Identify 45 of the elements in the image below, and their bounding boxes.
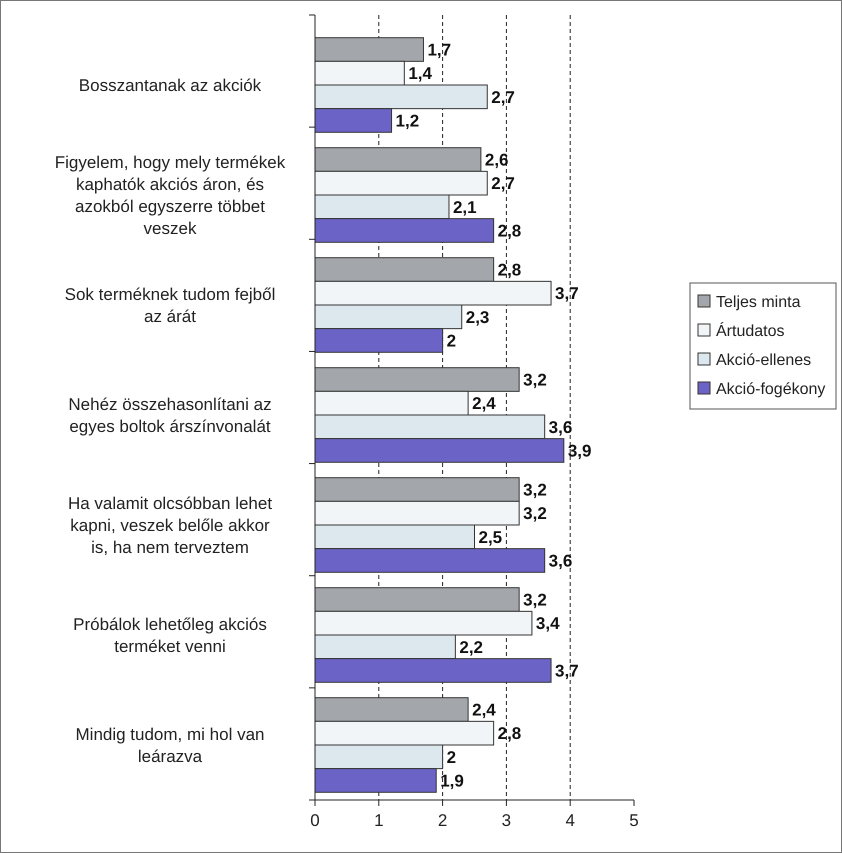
legend-label: Akció-fogékony xyxy=(716,381,826,398)
data-label: 1,9 xyxy=(440,771,464,790)
y-tick-label: Nehéz összehasonlítani az egyes boltok árszínvonalát xyxy=(68,395,272,436)
data-label: 1,7 xyxy=(427,40,452,60)
x-tick-label: 0 xyxy=(310,811,320,830)
data-label: 2,4 xyxy=(472,700,496,720)
data-label: 2,5 xyxy=(478,528,502,547)
x-tick-label: 2 xyxy=(438,811,448,830)
data-label: 2,8 xyxy=(498,724,522,744)
y-tick-label: Figyelem, hogy mely termékek kaphatók akciós áron, és azokból egyszerre többet veszek xyxy=(54,153,286,238)
x-tick-label: 1 xyxy=(374,811,384,830)
data-label: 2,8 xyxy=(498,260,522,280)
data-label: 2 xyxy=(446,331,456,350)
data-label: 3,4 xyxy=(536,614,560,634)
data-label: 2,3 xyxy=(466,308,490,327)
x-tick-label: 4 xyxy=(565,811,575,830)
data-label: 3,6 xyxy=(548,551,572,570)
data-label: 2 xyxy=(446,748,456,767)
y-tick-label: Mindig tudom, mi hol van leárazva xyxy=(76,725,264,766)
data-label: 2,8 xyxy=(498,221,522,240)
y-tick-label: Ha valamit olcsóbban lehet kapni, veszek belőle akkor is, ha nem terveztem xyxy=(68,494,272,557)
data-label: 1,4 xyxy=(408,64,432,84)
data-label: 2,6 xyxy=(484,150,509,170)
data-label: 2,7 xyxy=(491,174,515,194)
data-label: 3,2 xyxy=(523,590,547,610)
data-label: 3,2 xyxy=(523,480,547,500)
legend-label: Ártudatos xyxy=(716,322,784,340)
data-label: 3,6 xyxy=(548,418,572,437)
data-label: 3,9 xyxy=(568,441,592,460)
y-tick-label: Próbálok lehetőleg akciós terméket venni xyxy=(73,615,267,656)
y-tick-label: Bosszantanak az akciók xyxy=(78,76,262,95)
data-label: 3,7 xyxy=(555,661,579,680)
x-tick-label: 5 xyxy=(629,811,639,830)
data-label: 2,7 xyxy=(491,88,515,107)
legend-label: Akció-ellenes xyxy=(716,352,812,369)
data-label: 3,2 xyxy=(523,504,547,524)
data-label: 2,2 xyxy=(459,638,483,657)
y-tick-label: Sok terméknek tudom fejből az árát xyxy=(64,285,276,326)
x-tick-label: 3 xyxy=(502,811,512,830)
data-label: 3,2 xyxy=(523,370,547,390)
legend-label: Teljes minta xyxy=(716,294,801,311)
data-label: 1,2 xyxy=(396,111,420,130)
data-label: 2,1 xyxy=(452,198,477,217)
data-label: 3,7 xyxy=(555,284,579,304)
data-label: 2,4 xyxy=(472,394,496,414)
